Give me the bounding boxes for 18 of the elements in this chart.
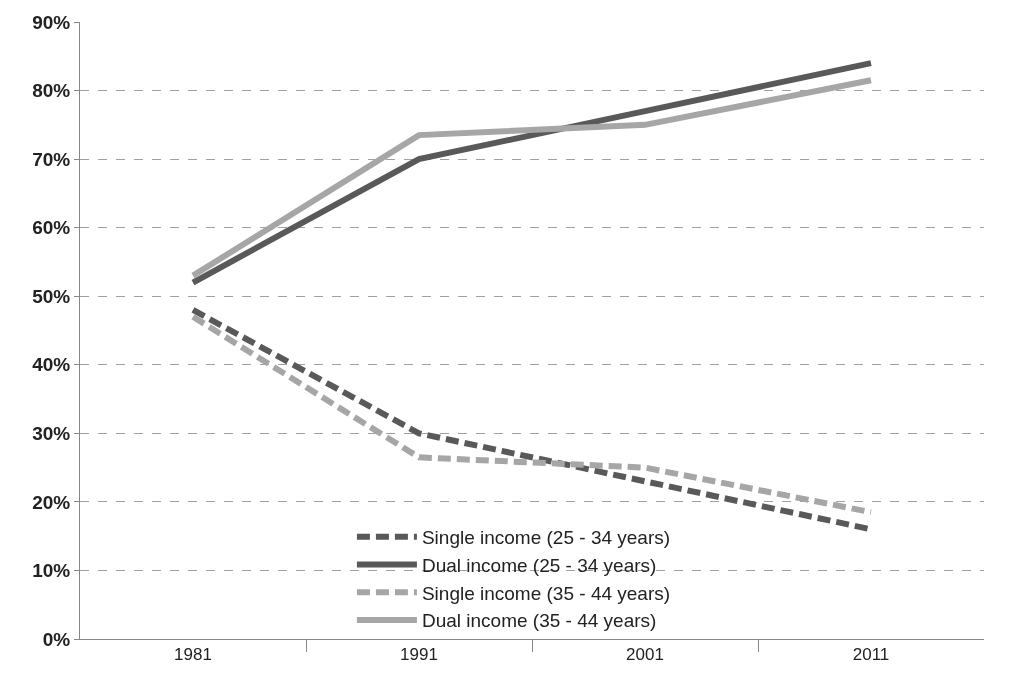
y-tick-label: 40% [32,354,71,376]
x-tick-label: 1991 [400,645,438,665]
y-tick-label: 90% [32,11,71,33]
y-tick-label: 30% [32,422,71,444]
y-tick-label: 60% [32,217,71,239]
y-tick-label: 80% [32,80,71,102]
x-tick-label: 2011 [852,645,890,665]
y-tick-label: 70% [32,148,71,170]
y-tick-label: 10% [32,560,71,582]
y-tick-label: 0% [42,628,71,650]
y-tick-label: 20% [32,491,71,513]
legend-label: Single income (35 - 44 years) [421,582,671,604]
legend-label: Single income (25 - 34 years) [421,527,671,549]
x-tick-label: 1981 [174,645,212,665]
y-tick-label: 50% [32,285,71,307]
legend-label: Dual income (35 - 44 years) [421,610,657,632]
x-tick-label: 2001 [626,645,664,665]
legend-label: Dual income (25 - 34 years) [421,554,657,576]
